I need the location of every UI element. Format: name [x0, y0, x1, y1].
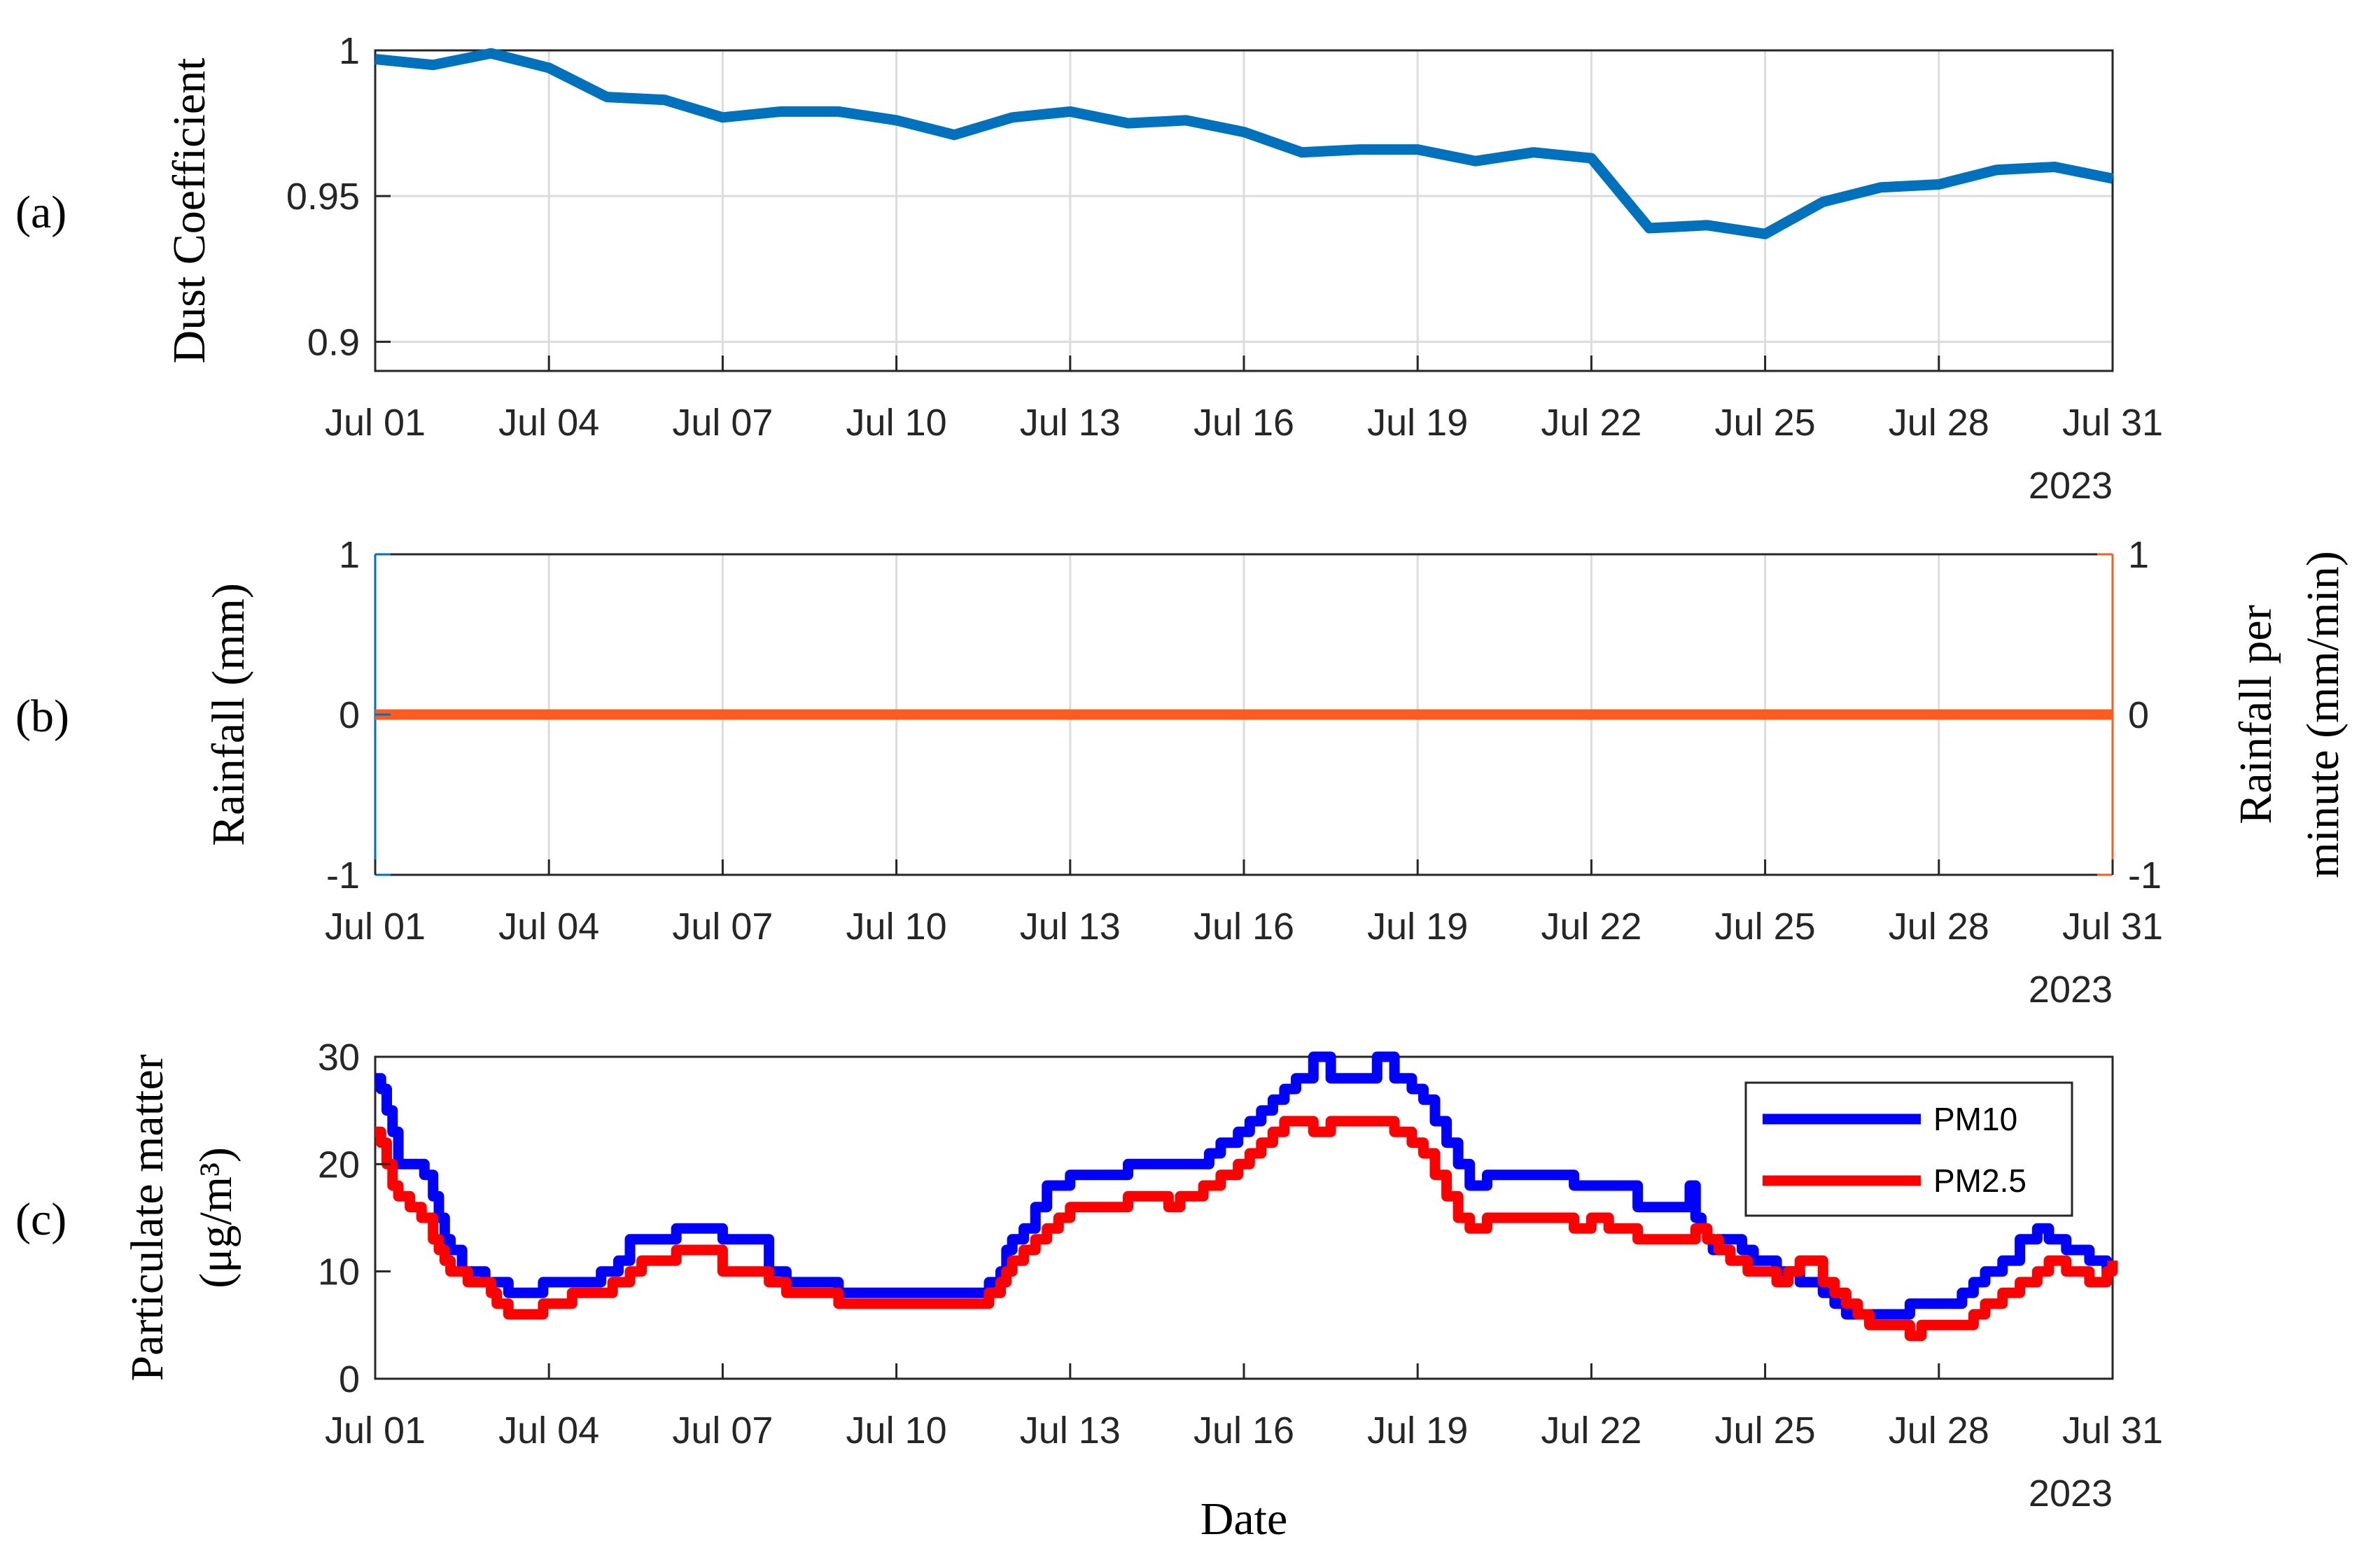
panel-a-y-ticks: 0.9 0.95 1	[286, 30, 391, 363]
y-tick-label: 1	[339, 30, 360, 72]
panel-a-dust-coefficient: 0.90.951 Jul 01 Jul 04 Jul 07 Jul 10 Jul 13 J…	[15, 30, 2163, 507]
panel-b-y-axis-label-right-line2: minute (mm/min)	[2297, 551, 2348, 878]
y-tick-label-right: -1	[2128, 855, 2162, 897]
panel-c-y-axis-label-line1: Particulate matter	[122, 1054, 173, 1381]
x-tick-label: Jul 16	[1194, 906, 1294, 948]
x-tick-label: Jul 13	[1020, 906, 1121, 948]
x-tick-label: Jul 25	[1715, 402, 1816, 444]
x-tick-label: Jul 22	[1541, 1410, 1642, 1452]
legend-entry-pm2-5: PM2.5	[1933, 1162, 2026, 1199]
series-line-series-0	[374, 48, 2114, 239]
y-tick-label: 0	[339, 694, 360, 736]
panel-b-y-ticks-right: -1 0 1	[2097, 534, 2162, 897]
panel-b-x-ticks: Jul 01 Jul 04 Jul 07 Jul 10 Jul 13 Jul 16 Jul …	[325, 859, 2163, 948]
panel-c-series	[375, 1051, 2118, 1342]
y-tick-label: 20	[318, 1144, 360, 1186]
x-tick-label: Jul 13	[1020, 1410, 1121, 1452]
panel-a-label: (a)	[15, 187, 66, 238]
x-tick-label: Jul 04	[498, 1410, 599, 1452]
panel-a-series	[374, 48, 2114, 239]
x-tick-label: Jul 16	[1194, 1410, 1294, 1452]
x-tick-label: Jul 01	[325, 402, 426, 444]
x-tick-label: Jul 16	[1194, 402, 1294, 444]
y-tick-label: 0.95	[286, 176, 360, 218]
x-tick-label: Jul 13	[1020, 402, 1121, 444]
panel-c-legend: PM10 PM2.5	[1744, 1081, 2073, 1217]
x-tick-label: Jul 19	[1367, 402, 1468, 444]
x-tick-label: Jul 04	[498, 402, 599, 444]
panel-b-y-axis-label: Rainfall (mm)	[203, 583, 254, 846]
x-tick-label: Jul 31	[2062, 402, 2163, 444]
series-line-pm2-5	[375, 1116, 2118, 1342]
y-tick-label-right: 1	[2128, 534, 2149, 576]
legend-entry-pm10: PM10	[1933, 1101, 2017, 1137]
y-tick-label: -1	[326, 855, 360, 897]
x-tick-label: Jul 10	[846, 1410, 947, 1452]
panel-c-year-label: 2023	[2029, 1473, 2113, 1515]
panel-c-y-ticks: 0 10 20 30	[318, 1036, 391, 1400]
x-tick-label: Jul 19	[1367, 1410, 1468, 1452]
legend-box	[1744, 1081, 2073, 1217]
x-tick-label: Jul 31	[2062, 906, 2163, 948]
panel-a-x-ticks: Jul 01 Jul 04 Jul 07 Jul 10 Jul 13 Jul 16 Jul …	[325, 356, 2163, 444]
panel-b-y-ticks-left: -1 0 1	[326, 534, 391, 897]
panel-b-rainfall: -1 0 1 -1 0 1 Jul 01 Jul 04 Jul 07 Jul 10 Jul 13…	[15, 534, 2348, 1011]
x-tick-label: Jul 01	[325, 906, 426, 948]
y-tick-label-right: 0	[2128, 694, 2149, 736]
x-tick-label: Jul 28	[1889, 402, 1989, 444]
x-tick-label: Jul 10	[846, 402, 947, 444]
panel-c-x-ticks: Jul 01 Jul 04 Jul 07 Jul 10 Jul 13 Jul 16 Jul …	[325, 1363, 2163, 1452]
x-tick-label: Jul 07	[672, 906, 773, 948]
x-tick-label: Jul 07	[672, 402, 773, 444]
panel-c-label: (c)	[15, 1194, 66, 1245]
panel-b-year-label: 2023	[2029, 969, 2113, 1011]
panel-b-y-axis-label-right-line1: Rainfall per	[2230, 605, 2281, 824]
panel-b-label: (b)	[15, 691, 69, 742]
y-tick-label: 0	[339, 1358, 360, 1400]
x-tick-label: Jul 28	[1889, 1410, 1989, 1452]
y-tick-label: 30	[318, 1036, 360, 1078]
x-tick-label: Jul 19	[1367, 906, 1468, 948]
panel-a-year-label: 2023	[2029, 465, 2113, 507]
panel-c-y-axis-label-line2: (μg/m³)	[190, 1147, 241, 1288]
x-tick-label: Jul 25	[1715, 906, 1816, 948]
x-tick-label: Jul 22	[1541, 906, 1642, 948]
y-tick-label: 0.9	[307, 321, 360, 363]
panel-a-y-axis-label: Dust Coefficient	[164, 58, 215, 364]
x-tick-label: Jul 25	[1715, 1410, 1816, 1452]
y-tick-label: 10	[318, 1251, 360, 1293]
x-tick-label: Jul 28	[1889, 906, 1989, 948]
x-tick-label: Jul 04	[498, 906, 599, 948]
x-tick-label: Jul 22	[1541, 402, 1642, 444]
x-tick-label: Jul 07	[672, 1410, 773, 1452]
x-tick-label: Jul 31	[2062, 1410, 2163, 1452]
x-tick-label: Jul 10	[846, 906, 947, 948]
y-tick-label: 1	[339, 534, 360, 576]
x-tick-label: Jul 01	[325, 1410, 426, 1452]
panel-c-x-axis-label: Date	[1200, 1494, 1288, 1545]
